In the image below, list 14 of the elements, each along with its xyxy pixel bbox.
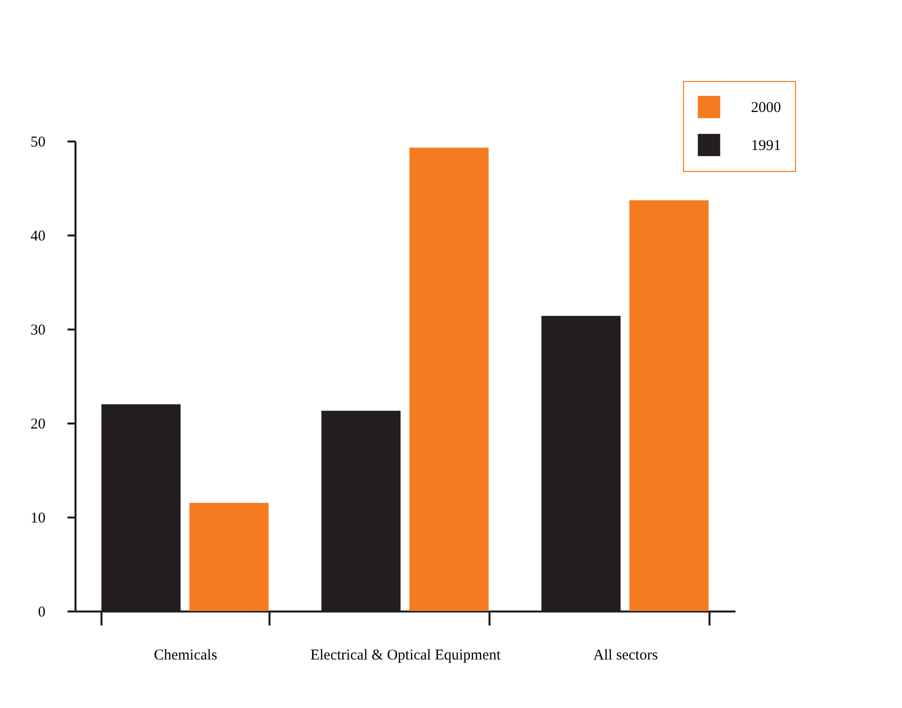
bar	[629, 200, 709, 611]
legend-label: 2000	[751, 100, 781, 116]
x-tick-label: Chemicals	[154, 648, 218, 664]
x-tick-label: All sectors	[593, 648, 658, 664]
y-tick-label: 10	[30, 510, 46, 526]
y-tick-label: 30	[30, 322, 46, 338]
bar	[409, 148, 489, 611]
y-tick-label: 20	[30, 416, 46, 432]
bar	[189, 502, 269, 611]
legend-label: 1991	[751, 138, 781, 154]
x-tick-label: Electrical & Optical Equipment	[310, 648, 502, 664]
y-tick-label: 0	[38, 604, 46, 620]
y-tick-label: 40	[30, 228, 46, 244]
y-tick-label: 50	[30, 134, 46, 150]
